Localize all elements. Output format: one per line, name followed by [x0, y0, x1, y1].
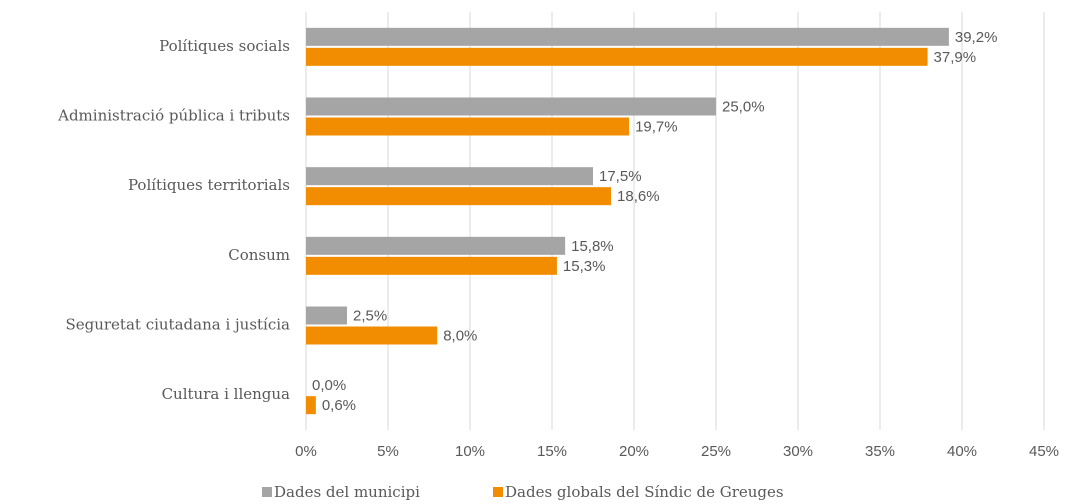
y-tick-label: Seguretat ciutadana i justícia	[65, 316, 290, 334]
y-tick-label: Polítiques territorials	[128, 176, 290, 194]
bar	[306, 236, 566, 255]
value-label: 15,8%	[571, 238, 614, 255]
value-label: 2,5%	[353, 307, 387, 324]
bar	[306, 326, 438, 345]
x-tick-label: 20%	[619, 443, 649, 460]
bar	[306, 306, 347, 325]
x-tick-label: 10%	[455, 443, 485, 460]
legend-swatch	[262, 487, 272, 497]
bar	[306, 47, 928, 66]
x-tick-label: 0%	[295, 443, 317, 460]
x-tick-label: 25%	[701, 443, 731, 460]
bar	[306, 117, 630, 136]
value-label: 17,5%	[599, 168, 642, 185]
bar	[306, 167, 593, 186]
value-label: 18,6%	[617, 188, 660, 205]
bar	[306, 256, 557, 275]
bar	[306, 27, 949, 46]
x-tick-label: 30%	[783, 443, 813, 460]
x-tick-label: 15%	[537, 443, 567, 460]
y-tick-label: Administració pública i tributs	[57, 107, 290, 125]
bar	[306, 396, 316, 415]
x-tick-label: 40%	[947, 443, 977, 460]
bar	[306, 187, 612, 206]
value-label: 37,9%	[934, 49, 977, 66]
y-tick-label: Consum	[228, 246, 290, 264]
value-label: 15,3%	[563, 258, 606, 275]
x-tick-label: 45%	[1029, 443, 1059, 460]
value-label: 25,0%	[722, 98, 765, 115]
value-label: 0,0%	[312, 377, 346, 394]
y-tick-label: Cultura i llengua	[162, 385, 290, 403]
value-label: 39,2%	[955, 29, 998, 46]
value-label: 0,6%	[322, 397, 356, 414]
legend-swatch	[493, 487, 503, 497]
value-label: 19,7%	[635, 118, 678, 135]
legend-label: Dades del municipi	[274, 483, 420, 501]
x-tick-label: 5%	[377, 443, 399, 460]
legend-label: Dades globals del Síndic de Greuges	[505, 483, 784, 501]
x-tick-label: 35%	[865, 443, 895, 460]
value-label: 8,0%	[443, 327, 477, 344]
y-tick-label: Polítiques socials	[159, 37, 290, 55]
bar	[306, 97, 716, 116]
